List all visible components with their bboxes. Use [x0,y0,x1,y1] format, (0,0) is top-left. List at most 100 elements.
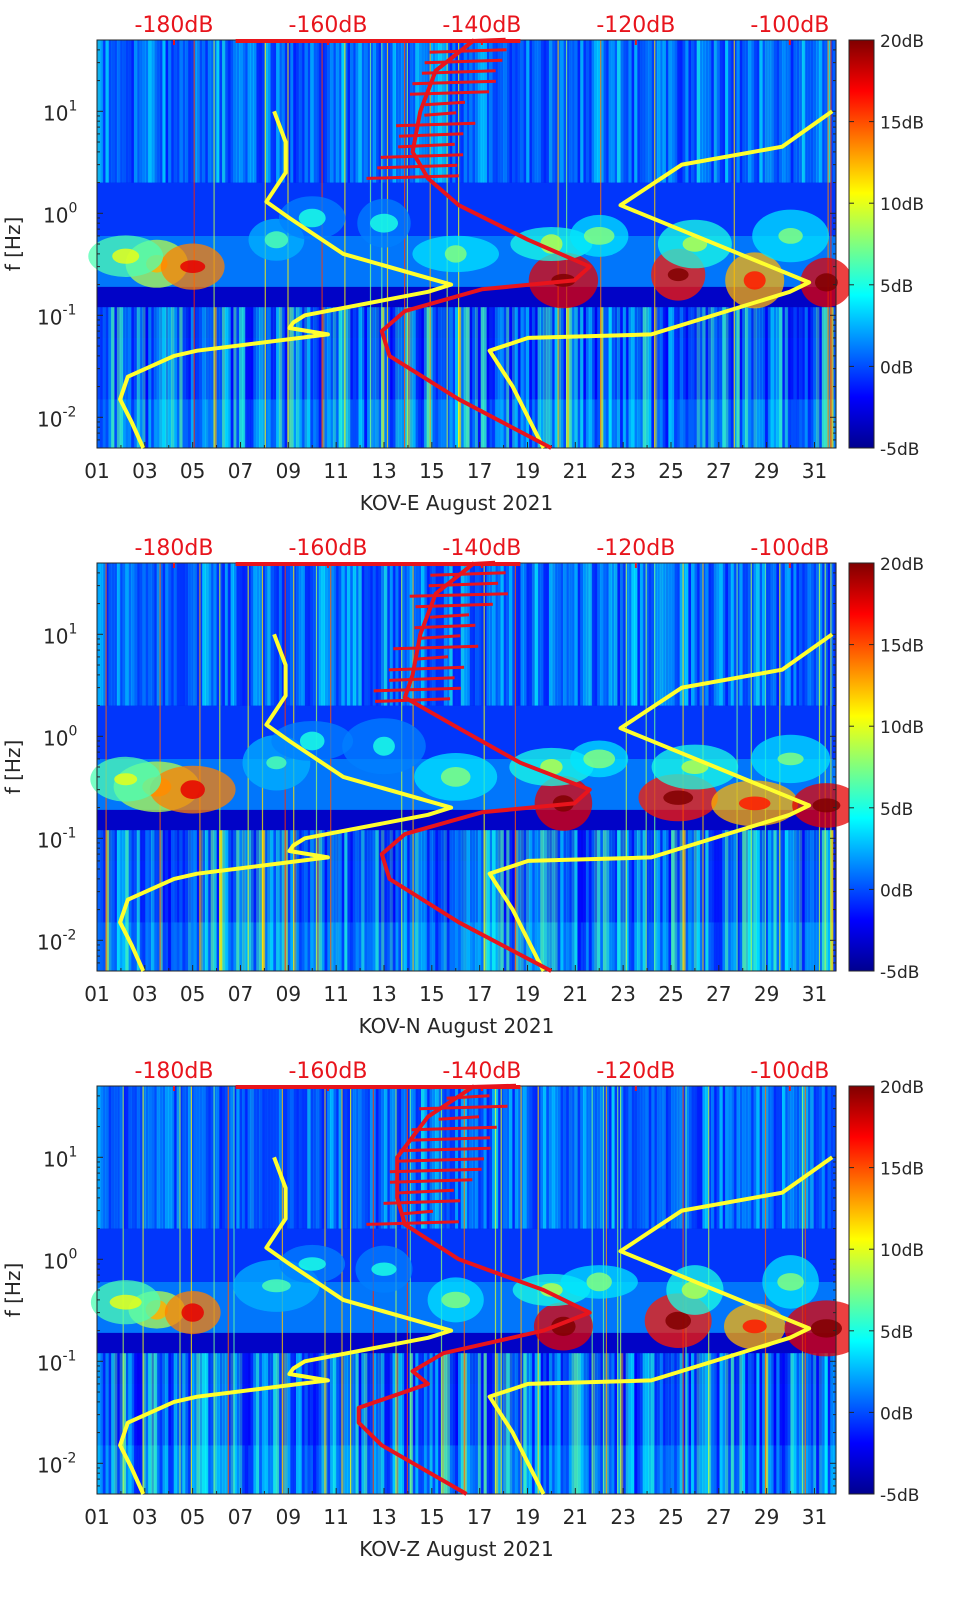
spectrogram-column [537,1086,541,1229]
spectrogram-column [645,307,649,448]
spectrogram-column [318,40,323,183]
spectrogram-column [770,563,774,706]
spectrogram-column [475,1353,479,1494]
spectrogram-column [753,40,757,183]
spectrogram-column [693,307,698,448]
spectrogram-column [580,40,584,183]
spectrogram-column [685,1086,689,1229]
spectrogram-column [546,830,550,971]
spectrogram-column [500,40,504,183]
spectrogram-column [622,307,627,448]
spectrogram-column [315,40,320,183]
spectrogram-column [190,307,195,448]
spectrogram-column [338,563,342,706]
spectrogram-column [767,1353,772,1494]
microseism-core [441,1291,471,1309]
spectrogram-column [526,307,530,448]
spectrogram-column [165,1086,169,1229]
spectrogram-column [446,40,450,183]
spectrogram-column [227,1353,232,1494]
psd-jitter-segment [389,1178,473,1184]
spectrogram-column [401,1086,405,1229]
x-tick-label: 21 [563,982,588,1006]
spectrogram-column [429,563,433,706]
spectrogram-column [563,1353,567,1494]
spectrogram-column [375,1086,379,1229]
spectrogram-column [705,1086,709,1229]
spectrogram-event [227,1086,229,1494]
spectrogram-column [250,1353,254,1494]
spectrogram-column [392,40,396,183]
y-tick-base: 10 [37,1453,62,1477]
spectrogram-column [116,307,121,448]
spectrogram-column [412,307,416,448]
spectrogram-column [429,1353,433,1494]
spectrogram-column [750,830,755,971]
spectrogram-column [824,563,828,706]
spectrogram-column [816,830,820,971]
psd-jitter-segment [393,644,479,651]
spectrogram-column [585,40,590,183]
spectrogram-column [344,830,348,971]
spectrogram-column [440,563,445,706]
spectrogram-column [514,40,519,183]
spectrogram-column [253,563,257,706]
spectrogram-column [335,1353,340,1494]
spectrogram-column [489,563,493,706]
y-tick-exponent: 1 [68,621,77,637]
spectrogram-event [315,563,318,971]
spectrogram-column [372,1353,377,1494]
spectrogram-column [367,1353,371,1494]
spectrogram-column [588,563,593,706]
spectrogram-column [517,563,522,706]
spectrogram-column [415,563,419,706]
spectrogram-column [622,1353,627,1494]
spectrogram-column [534,1086,539,1229]
spectrogram-column [122,307,126,448]
spectrogram-column [210,1086,215,1229]
spectrogram-column [332,830,337,971]
spectrogram-column [386,563,391,706]
top-tick-label: -180dB [134,536,213,561]
spectrogram-column [537,1353,541,1494]
spectrogram-column [429,307,433,448]
spectrogram-column [708,1353,712,1494]
spectrogram-column [472,563,476,706]
spectrogram-column [728,563,732,706]
spectrogram-column [247,1353,251,1494]
spectrogram-column [310,830,314,971]
spectrogram-column [472,1086,476,1229]
spectrogram-column [571,830,576,971]
spectrogram-column [199,40,203,183]
spectrogram-column [784,40,789,183]
spectrogram-column [193,563,197,706]
spectrogram-column [290,1086,294,1229]
spectrogram-column [242,1086,246,1229]
spectrogram-column [708,563,712,706]
spectrogram-column [455,1086,459,1229]
psd-jitter-segment [411,1125,497,1132]
spectrogram-column [639,40,644,183]
spectrogram-column [799,830,803,971]
spectrogram-column [108,563,112,706]
spectrogram-column [628,307,632,448]
psd-jitter-segment [421,69,496,75]
spectrogram-column [341,307,345,448]
spectrogram-column [824,1086,828,1229]
y-tick-base: 10 [43,1249,68,1273]
spectrogram-column [733,1086,738,1229]
spectrogram-column [296,830,300,971]
spectrogram-column [517,1353,522,1494]
spectrogram-column [386,1353,391,1494]
spectrogram-column [142,1353,146,1494]
spectrogram-column [335,307,340,448]
psd-jitter-segment [375,697,451,703]
spectrogram-column [296,307,300,448]
spectrogram-column [693,1086,698,1229]
spectrogram-column [156,40,161,183]
spectrogram-column [622,830,627,971]
spectrogram-column [475,307,479,448]
spectrogram-column [719,563,723,706]
spectrogram-column [244,830,249,971]
spectrogram-column [313,1086,317,1229]
